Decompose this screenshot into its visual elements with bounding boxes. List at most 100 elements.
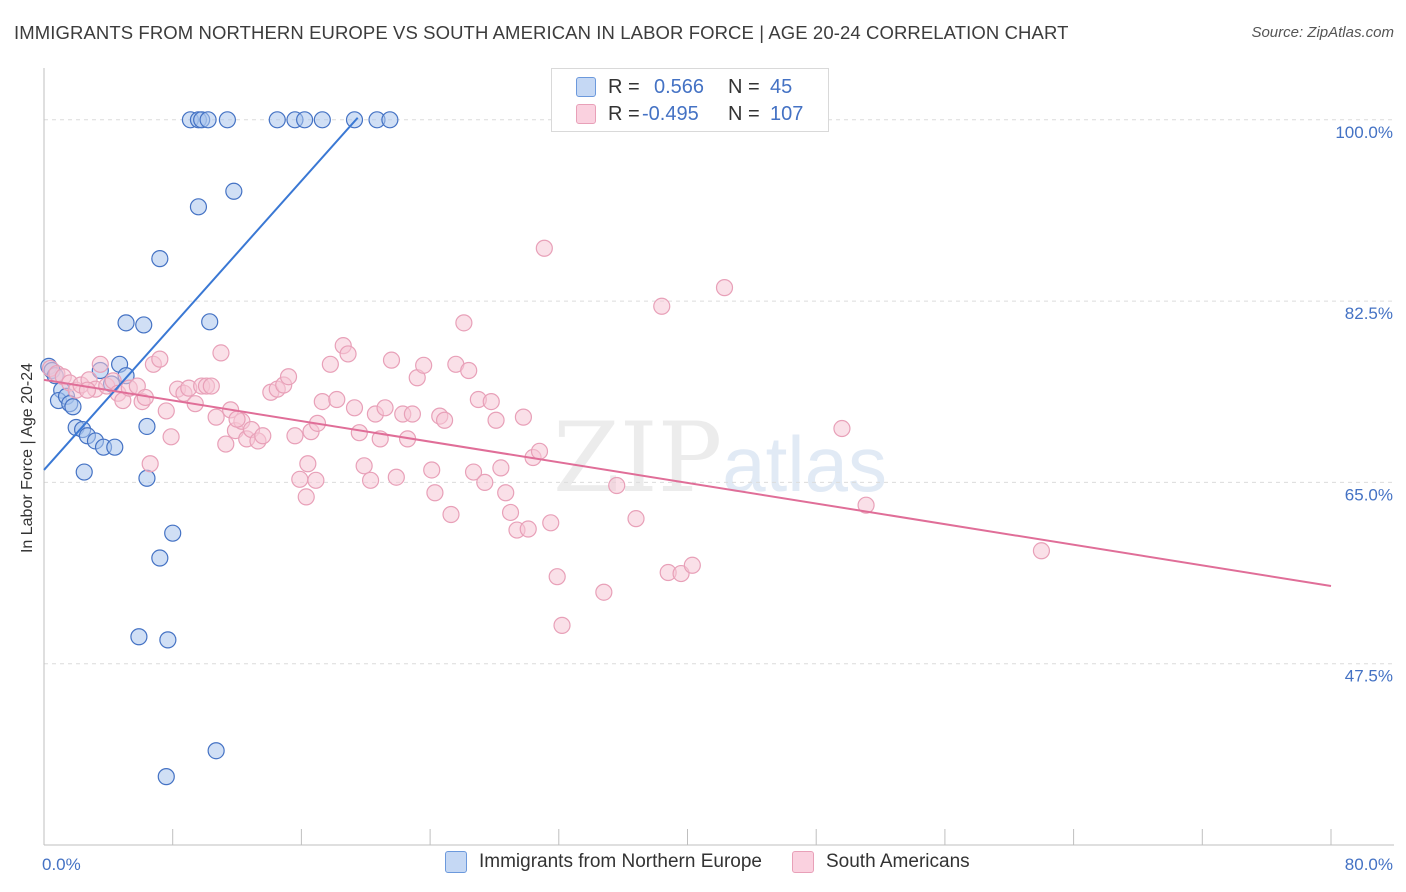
south-american-point <box>653 297 671 315</box>
south-american-point <box>553 616 571 634</box>
south-american-point <box>339 345 357 363</box>
chart-title: IMMIGRANTS FROM NORTHERN EUROPE VS SOUTH… <box>14 22 1069 43</box>
northern-europe-point <box>117 314 135 332</box>
northern-europe-point <box>313 111 331 129</box>
south-american-point <box>202 377 220 395</box>
south-american-point <box>382 351 401 369</box>
northern-europe-point <box>135 316 153 334</box>
series-legend: Immigrants from Northern Europe South Am… <box>445 851 1000 873</box>
south-american-point <box>464 463 483 481</box>
south-american-point <box>542 514 560 532</box>
northern-europe-point <box>189 198 208 216</box>
northern-europe-point <box>207 742 225 760</box>
south-american-point <box>476 473 494 491</box>
south-american-point <box>286 427 304 445</box>
northern-europe-point <box>64 398 82 416</box>
northern-europe-point <box>225 182 243 200</box>
south-american-point <box>212 344 230 362</box>
south-american-point <box>530 442 549 460</box>
south-american-point <box>376 399 394 417</box>
south-american-point <box>151 350 169 368</box>
south-american-point <box>157 402 175 420</box>
south-american-point <box>313 392 331 411</box>
south-american-point <box>328 390 346 409</box>
y-tick-label: 47.5% <box>1345 667 1393 686</box>
legend-label-south-americans: South Americans <box>826 851 970 872</box>
south-american-point <box>350 424 368 442</box>
south-american-point <box>207 408 225 426</box>
legend-label-northern-europe: Immigrants from Northern Europe <box>479 851 762 872</box>
south-american-point <box>608 476 626 495</box>
south-american-point <box>141 455 159 473</box>
south-american-point <box>497 484 515 502</box>
northern-europe-point <box>381 111 399 129</box>
south-american-point <box>501 503 520 522</box>
south-american-point <box>460 361 478 380</box>
south-american-point <box>519 520 537 538</box>
south-american-point <box>217 435 235 453</box>
y-tick-label: 100.0% <box>1335 123 1393 142</box>
south-american-point <box>415 356 433 374</box>
x-tick-label: 0.0% <box>42 855 81 874</box>
south-american-point <box>162 428 180 446</box>
south-american-point <box>548 568 566 586</box>
south-american-point <box>299 455 317 473</box>
south-american-point <box>361 471 380 489</box>
south-american-point <box>228 410 246 428</box>
south-american-point <box>345 399 364 417</box>
northern-europe-trendline <box>43 117 359 471</box>
northern-europe-point <box>151 250 169 268</box>
pink-swatch <box>792 851 814 873</box>
y-tick-label: 65.0% <box>1345 485 1393 504</box>
south-american-point <box>514 408 533 426</box>
northern-europe-point <box>151 549 169 567</box>
n-label: N = <box>728 75 760 98</box>
x-tick-label: 80.0% <box>1345 855 1393 874</box>
r-value: -0.495 <box>642 102 699 125</box>
northern-europe-point <box>75 463 93 481</box>
south-american-point <box>321 355 339 373</box>
south-american-point <box>279 368 298 386</box>
legend-row-south-americans: R = -0.495 N = 107 <box>576 102 803 126</box>
northern-europe-point <box>157 768 175 786</box>
south-american-point <box>482 392 500 411</box>
south-american-point <box>683 556 701 574</box>
blue-swatch <box>445 851 467 873</box>
blue-swatch <box>576 77 596 97</box>
northern-europe-point <box>138 469 156 487</box>
correlation-legend: R = 0.566 N = 45 R = -0.495 N = 107 <box>551 68 829 132</box>
n-value: 45 <box>770 75 793 98</box>
south-american-point <box>403 405 422 423</box>
south-american-point <box>715 279 734 297</box>
south-american-point <box>595 583 613 601</box>
northern-europe-point <box>296 111 314 129</box>
r-label: R = <box>608 102 640 125</box>
south-american-point <box>535 239 553 257</box>
south-american-point <box>833 419 851 438</box>
legend-row-northern-europe: R = 0.566 N = 45 <box>576 75 792 99</box>
south-american-point <box>492 459 510 477</box>
watermark-zip: ZIP <box>553 402 723 514</box>
watermark: ZIPatlas <box>553 402 887 514</box>
northern-europe-point <box>218 111 236 129</box>
south-american-point <box>355 457 373 475</box>
south-american-point <box>426 484 444 502</box>
south-american-point <box>297 488 315 506</box>
northern-europe-point <box>201 313 219 331</box>
r-label: R = <box>608 75 640 98</box>
south-american-point <box>442 505 460 524</box>
northern-europe-point <box>130 628 148 646</box>
legend-item-south-americans: South Americans <box>792 851 970 873</box>
n-label: N = <box>728 102 760 125</box>
south-american-point <box>423 461 441 479</box>
northern-europe-point <box>199 111 217 129</box>
legend-item-northern-europe: Immigrants from Northern Europe <box>445 851 762 873</box>
south-american-point <box>487 411 505 429</box>
south-american-point <box>435 411 454 429</box>
south-american-point <box>91 355 109 373</box>
source-label: Source: ZipAtlas.com <box>1251 24 1394 41</box>
northern-europe-point <box>268 111 286 129</box>
south-american-point <box>857 496 875 514</box>
south-american-point <box>254 427 272 445</box>
